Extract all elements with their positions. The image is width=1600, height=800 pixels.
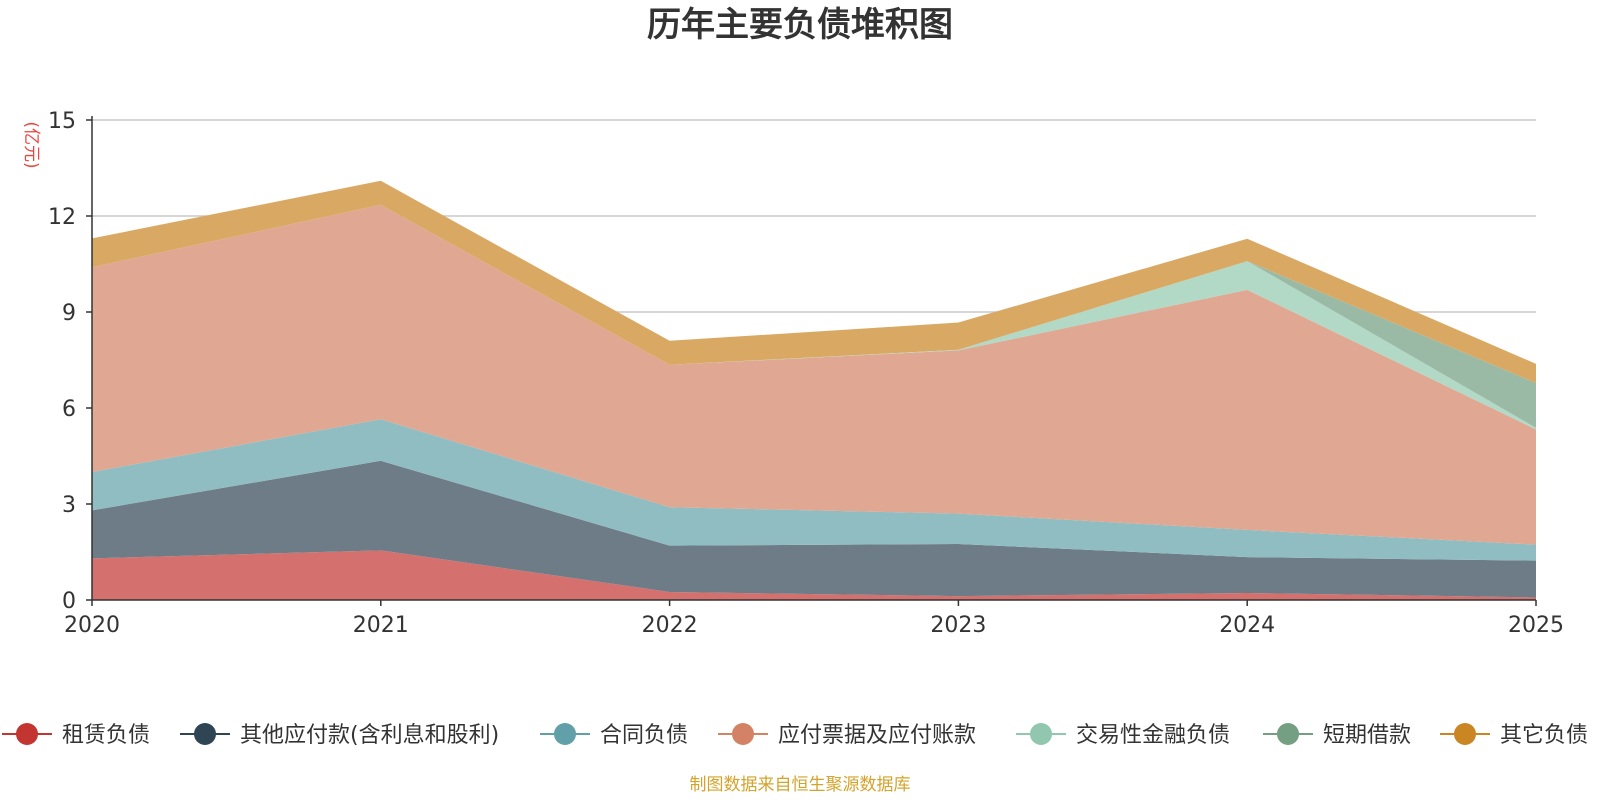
- legend-label: 交易性金融负债: [1076, 723, 1230, 748]
- area-series-7: [92, 180, 1536, 384]
- legend-marker: [732, 723, 754, 745]
- legend-item-3[interactable]: 合同负债: [540, 723, 688, 748]
- legend-item-4[interactable]: 应付票据及应付账款: [718, 723, 976, 748]
- legend-label: 短期借款: [1323, 723, 1411, 748]
- area-series-1: [92, 550, 1536, 600]
- x-tick-label: 2024: [1219, 613, 1275, 638]
- legend-marker: [554, 723, 576, 745]
- y-tick-label: 3: [62, 493, 76, 518]
- legend-label: 应付票据及应付账款: [778, 723, 976, 748]
- legend-item-6[interactable]: 短期借款: [1263, 723, 1411, 748]
- data-source-note: 制图数据来自恒生聚源数据库: [690, 775, 911, 795]
- legend: 租赁负债 其他应付款(含利息和股利) 合同负债 应付票据及应付账款 交易性金融负债 短期借…: [2, 723, 1588, 748]
- legend-item-7[interactable]: 其它负债: [1440, 723, 1588, 748]
- legend-marker: [194, 723, 216, 745]
- x-tick-label: 2020: [64, 613, 120, 638]
- chart-title: 历年主要负债堆积图: [647, 5, 953, 45]
- legend-label: 其他应付款(含利息和股利): [240, 723, 499, 748]
- legend-item-5[interactable]: 交易性金融负债: [1016, 723, 1230, 748]
- area-series: [92, 180, 1536, 600]
- y-tick-label: 6: [62, 397, 76, 422]
- legend-label: 合同负债: [600, 723, 688, 748]
- y-tick-label: 12: [48, 205, 76, 230]
- y-tick-label: 9: [62, 301, 76, 326]
- y-tick-label: 0: [62, 589, 76, 614]
- legend-marker: [16, 723, 38, 745]
- axes: 0 3 6 9 12 15 2020 2021 2022 2023 2024 2025: [48, 109, 1564, 638]
- x-tick-label: 2025: [1508, 613, 1564, 638]
- legend-marker: [1454, 723, 1476, 745]
- x-tick-label: 2022: [642, 613, 698, 638]
- legend-marker: [1030, 723, 1052, 745]
- legend-marker: [1277, 723, 1299, 745]
- legend-item-1[interactable]: 租赁负债: [2, 723, 150, 748]
- legend-label: 租赁负债: [62, 723, 150, 748]
- y-tick-label: 15: [48, 109, 76, 134]
- area-series-4: [92, 204, 1536, 545]
- y-axis-unit-label: (亿元): [21, 121, 41, 168]
- legend-label: 其它负债: [1500, 723, 1588, 748]
- legend-item-2[interactable]: 其他应付款(含利息和股利): [180, 723, 499, 748]
- x-tick-label: 2021: [353, 613, 409, 638]
- area-series-2: [92, 460, 1536, 598]
- area-series-3: [92, 419, 1536, 561]
- x-tick-label: 2023: [930, 613, 986, 638]
